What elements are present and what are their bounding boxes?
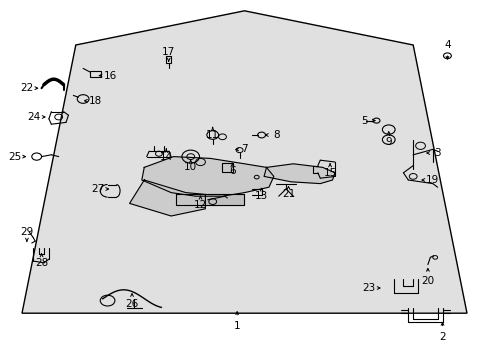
Text: 13: 13 xyxy=(254,191,268,201)
Text: 3: 3 xyxy=(433,148,440,158)
Text: 27: 27 xyxy=(91,184,104,194)
Text: 22: 22 xyxy=(20,83,34,93)
Text: 1: 1 xyxy=(233,321,240,331)
Text: 17: 17 xyxy=(162,47,175,57)
Polygon shape xyxy=(264,164,334,184)
Polygon shape xyxy=(142,157,273,196)
Text: 9: 9 xyxy=(385,137,391,147)
Text: 26: 26 xyxy=(125,299,139,309)
Text: 21: 21 xyxy=(281,189,295,199)
Text: 18: 18 xyxy=(88,96,102,106)
Text: 15: 15 xyxy=(323,168,336,178)
Bar xyxy=(90,71,101,77)
Text: 4: 4 xyxy=(443,40,450,50)
Text: 12: 12 xyxy=(193,200,207,210)
Polygon shape xyxy=(129,180,205,216)
Text: 8: 8 xyxy=(272,130,279,140)
Text: 11: 11 xyxy=(205,130,219,140)
Text: 20: 20 xyxy=(421,276,433,286)
Polygon shape xyxy=(176,194,244,205)
Text: 7: 7 xyxy=(241,144,247,154)
Text: 28: 28 xyxy=(35,258,48,268)
Text: 2: 2 xyxy=(438,332,445,342)
Text: 14: 14 xyxy=(159,152,173,162)
Text: 6: 6 xyxy=(228,166,235,176)
Text: 10: 10 xyxy=(184,162,197,172)
Text: 5: 5 xyxy=(360,116,367,126)
Text: 19: 19 xyxy=(425,175,439,185)
Polygon shape xyxy=(22,11,466,313)
Text: 23: 23 xyxy=(362,283,375,293)
Text: 29: 29 xyxy=(20,227,34,237)
Text: 16: 16 xyxy=(103,71,117,81)
Bar xyxy=(222,163,232,172)
Text: 24: 24 xyxy=(27,112,41,122)
Text: 25: 25 xyxy=(8,152,21,162)
Bar xyxy=(166,56,171,63)
